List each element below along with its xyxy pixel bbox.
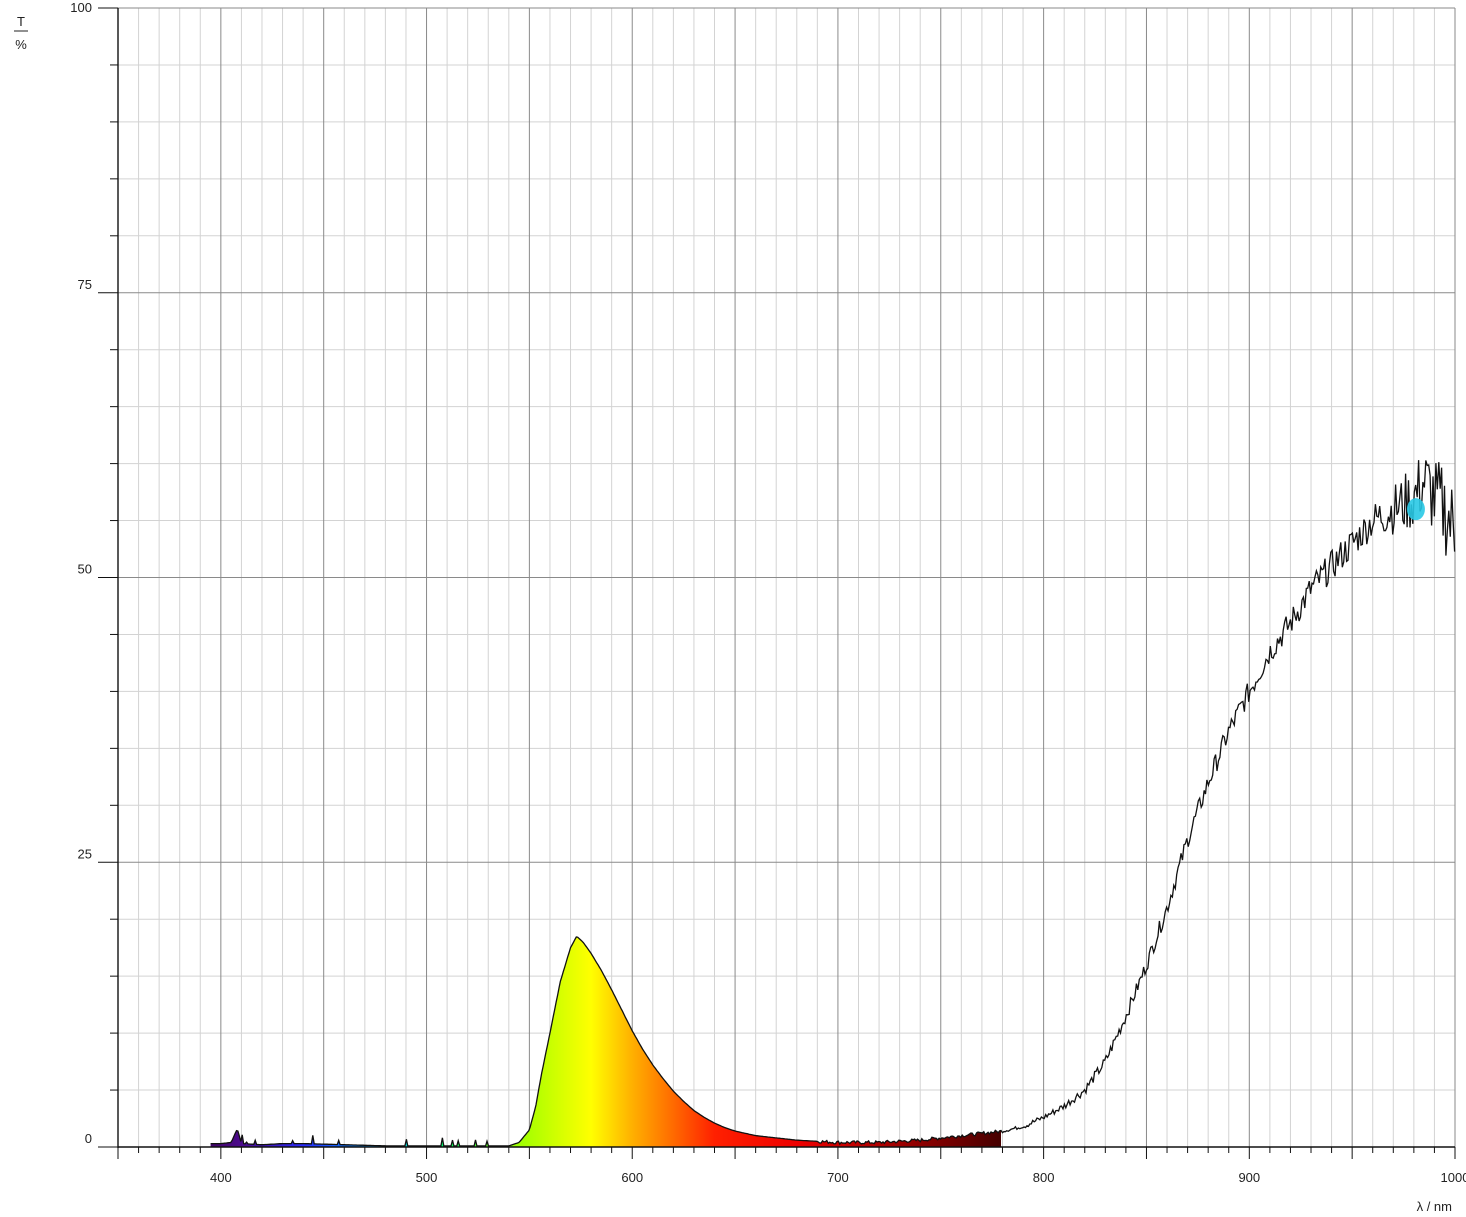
x-tick-label-400: 400: [210, 1170, 232, 1185]
x-axis-label: λ / nm: [1417, 1199, 1452, 1214]
y-axis-label-bottom: %: [15, 37, 27, 52]
x-tick-label-700: 700: [827, 1170, 849, 1185]
y-axis-label-top: T: [17, 14, 25, 29]
x-tick-label-600: 600: [621, 1170, 643, 1185]
axes: [98, 7, 1456, 1159]
x-tick-labels: 400 500 600 700 800 900 1000: [210, 1170, 1466, 1185]
y-tick-label-25: 25: [78, 846, 92, 861]
x-tick-label-1000: 1000: [1441, 1170, 1466, 1185]
spectrum-area-fill: [210, 937, 1002, 1147]
x-tick-label-900: 900: [1238, 1170, 1260, 1185]
x-tick-label-500: 500: [416, 1170, 438, 1185]
y-tick-label-100: 100: [70, 0, 92, 15]
y-tick-label-50: 50: [78, 562, 92, 577]
y-tick-labels: 0 25 50 75 100: [70, 0, 92, 1146]
transmission-curve: [210, 460, 1456, 1147]
y-tick-label-0: 0: [85, 1131, 92, 1146]
x-tick-label-800: 800: [1033, 1170, 1055, 1185]
y-tick-label-75: 75: [78, 277, 92, 292]
highlight-marker: [1406, 498, 1425, 521]
